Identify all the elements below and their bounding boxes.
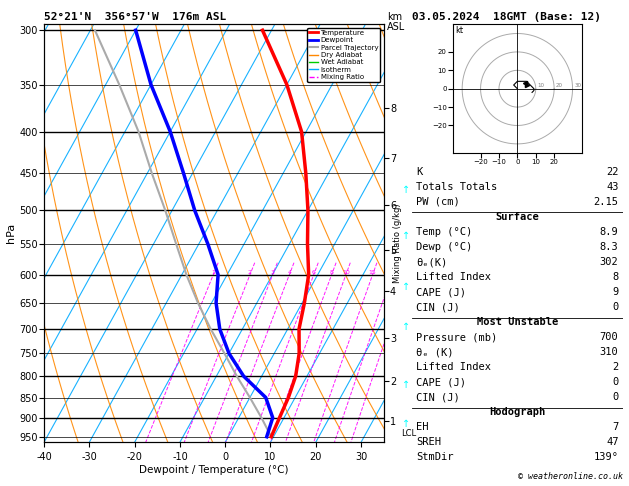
Y-axis label: hPa: hPa (6, 223, 16, 243)
Text: kt: kt (455, 27, 463, 35)
Text: CIN (J): CIN (J) (416, 392, 460, 402)
Text: 15: 15 (369, 270, 377, 275)
Text: CAPE (J): CAPE (J) (416, 287, 466, 297)
Text: CAPE (J): CAPE (J) (416, 377, 466, 387)
Text: Most Unstable: Most Unstable (477, 317, 558, 327)
Text: 2: 2 (612, 362, 618, 372)
Text: 2.15: 2.15 (594, 197, 618, 207)
Text: ASL: ASL (387, 22, 405, 32)
Text: 10: 10 (342, 270, 350, 275)
Text: StmDir: StmDir (416, 452, 454, 463)
Text: 8: 8 (330, 270, 333, 275)
Text: Totals Totals: Totals Totals (416, 182, 498, 192)
Text: K: K (416, 167, 423, 177)
Text: Lifted Index: Lifted Index (416, 272, 491, 282)
Text: ↑: ↑ (402, 322, 409, 332)
Text: ↑: ↑ (402, 231, 409, 241)
Text: 1: 1 (211, 270, 215, 275)
Text: Surface: Surface (496, 212, 539, 222)
Text: © weatheronline.co.uk: © weatheronline.co.uk (518, 472, 623, 481)
Text: ↑: ↑ (402, 282, 409, 293)
X-axis label: Dewpoint / Temperature (°C): Dewpoint / Temperature (°C) (139, 465, 289, 475)
Text: 10: 10 (538, 83, 545, 88)
Text: EH: EH (416, 422, 429, 433)
Text: Mixing Ratio (g/kg): Mixing Ratio (g/kg) (393, 203, 402, 283)
Text: 20: 20 (556, 83, 563, 88)
Text: 8.3: 8.3 (599, 242, 618, 252)
Text: 302: 302 (599, 257, 618, 267)
Text: 0: 0 (612, 377, 618, 387)
Text: CIN (J): CIN (J) (416, 302, 460, 312)
Text: ↑: ↑ (402, 185, 409, 195)
Text: ↑: ↑ (402, 380, 409, 390)
Text: Temp (°C): Temp (°C) (416, 227, 472, 237)
Text: PW (cm): PW (cm) (416, 197, 460, 207)
Text: 310: 310 (599, 347, 618, 357)
Text: 30: 30 (574, 83, 581, 88)
Text: 6: 6 (312, 270, 316, 275)
Text: 8.9: 8.9 (599, 227, 618, 237)
Text: 9: 9 (612, 287, 618, 297)
Text: ↑: ↑ (402, 419, 409, 429)
Text: 52°21'N  356°57'W  176m ASL: 52°21'N 356°57'W 176m ASL (44, 12, 226, 22)
Text: Hodograph: Hodograph (489, 407, 545, 417)
Text: 43: 43 (606, 182, 618, 192)
Text: SREH: SREH (416, 437, 441, 448)
Text: Dewp (°C): Dewp (°C) (416, 242, 472, 252)
Text: km: km (387, 12, 402, 22)
Text: 0: 0 (612, 302, 618, 312)
Legend: Temperature, Dewpoint, Parcel Trajectory, Dry Adiabat, Wet Adiabat, Isotherm, Mi: Temperature, Dewpoint, Parcel Trajectory… (308, 28, 380, 82)
Text: 0: 0 (612, 392, 618, 402)
Text: 3: 3 (270, 270, 275, 275)
Text: Lifted Index: Lifted Index (416, 362, 491, 372)
Text: 4: 4 (287, 270, 291, 275)
Text: 139°: 139° (594, 452, 618, 463)
Text: θₑ(K): θₑ(K) (416, 257, 447, 267)
Text: Pressure (mb): Pressure (mb) (416, 332, 498, 342)
Text: 8: 8 (612, 272, 618, 282)
Text: 7: 7 (612, 422, 618, 433)
Text: LCL: LCL (401, 429, 416, 437)
Text: 2: 2 (248, 270, 252, 275)
Text: 47: 47 (606, 437, 618, 448)
Text: 03.05.2024  18GMT (Base: 12): 03.05.2024 18GMT (Base: 12) (412, 12, 601, 22)
Text: θₑ (K): θₑ (K) (416, 347, 454, 357)
Text: 700: 700 (599, 332, 618, 342)
Text: 22: 22 (606, 167, 618, 177)
